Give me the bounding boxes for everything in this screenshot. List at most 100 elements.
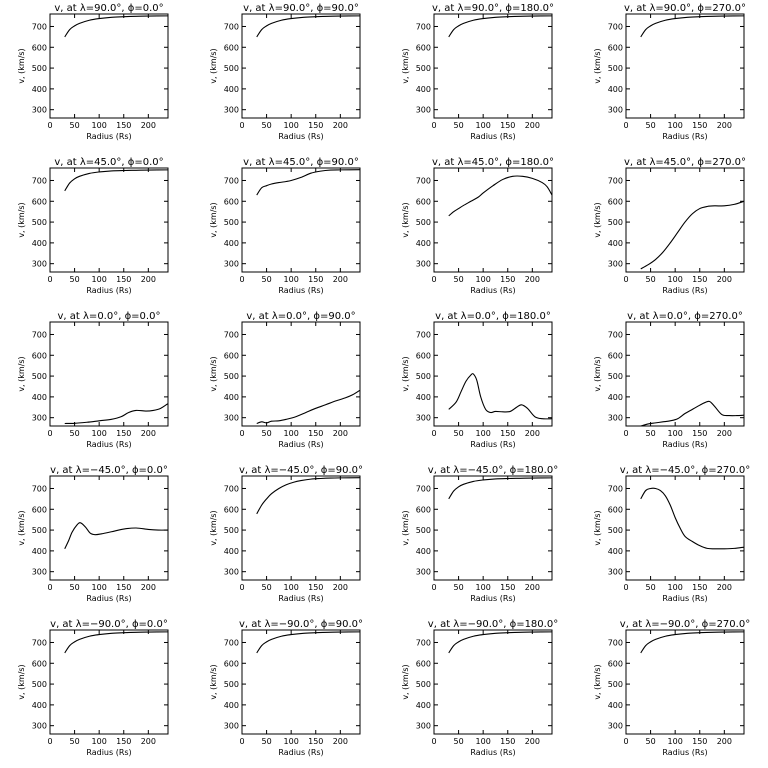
x-tick-label: 150 xyxy=(116,275,131,284)
x-tick-label: 200 xyxy=(333,737,348,746)
y-tick-label: 300 xyxy=(416,260,431,269)
chart-panel: v, at λ=90.0°, ϕ=0.0° 0 50 100 150 200 300 400 5… xyxy=(17,3,169,141)
x-tick-label: 100 xyxy=(476,429,491,438)
chart-panel: v, at λ=−90.0°, ϕ=0.0° 0 50 100 150 200 300 400… xyxy=(17,619,169,757)
y-tick-label: 600 xyxy=(32,197,47,206)
chart-title: v, at λ=−90.0°, ϕ=270.0° xyxy=(620,619,750,630)
chart-panel: v, at λ=−45.0°, ϕ=270.0° 0 50 100 150 200 300 4… xyxy=(593,465,750,603)
x-tick-label: 50 xyxy=(261,737,271,746)
plot-frame xyxy=(625,475,745,581)
series-line xyxy=(448,631,552,654)
x-axis-label: Radius (Rs) xyxy=(470,594,515,603)
y-tick-label: 500 xyxy=(32,64,47,73)
y-tick-label: 700 xyxy=(224,22,239,31)
chart-panel: v, at λ=0.0°, ϕ=90.0° 0 50 100 150 200 300 400 5… xyxy=(209,311,361,449)
chart-title: v, at λ=45.0°, ϕ=90.0° xyxy=(243,157,359,168)
plot-frame xyxy=(241,321,361,427)
y-tick-label: 300 xyxy=(608,106,623,115)
x-tick-label: 0 xyxy=(239,429,244,438)
x-axis-label: Radius (Rs) xyxy=(278,286,323,295)
y-tick-label: 700 xyxy=(224,176,239,185)
plot-frame xyxy=(433,13,553,119)
y-tick-label: 500 xyxy=(32,218,47,227)
x-tick-label: 200 xyxy=(333,275,348,284)
x-tick-label: 200 xyxy=(525,275,540,284)
x-tick-label: 150 xyxy=(116,737,131,746)
y-tick-label: 700 xyxy=(416,484,431,493)
x-axis-label: Radius (Rs) xyxy=(86,594,131,603)
chart-title: v, at λ=−45.0°, ϕ=270.0° xyxy=(620,465,750,476)
y-tick-label: 400 xyxy=(224,701,239,710)
plot-frame xyxy=(49,321,169,427)
x-axis-label: Radius (Rs) xyxy=(86,132,131,141)
x-tick-label: 0 xyxy=(431,737,436,746)
x-tick-label: 0 xyxy=(431,275,436,284)
y-axis-label: v, (km/s) xyxy=(209,202,218,237)
y-tick-label: 600 xyxy=(608,197,623,206)
x-tick-label: 100 xyxy=(92,429,107,438)
x-tick-label: 150 xyxy=(500,737,515,746)
x-tick-label: 200 xyxy=(717,429,732,438)
y-tick-label: 600 xyxy=(416,505,431,514)
y-tick-label: 700 xyxy=(224,638,239,647)
plot-frame xyxy=(49,475,169,581)
plot-frame xyxy=(625,167,745,273)
y-tick-label: 500 xyxy=(608,526,623,535)
y-tick-label: 300 xyxy=(32,260,47,269)
y-tick-label: 700 xyxy=(32,638,47,647)
series-line xyxy=(448,477,552,500)
y-tick-label: 700 xyxy=(32,176,47,185)
y-axis-label: v, (km/s) xyxy=(209,356,218,391)
x-tick-label: 100 xyxy=(92,121,107,130)
y-tick-label: 700 xyxy=(416,638,431,647)
chart-panel: v, at λ=0.0°, ϕ=270.0° 0 50 100 150 200 300 400… xyxy=(593,311,745,449)
y-axis-label: v, (km/s) xyxy=(593,48,602,83)
y-tick-label: 700 xyxy=(608,484,623,493)
x-tick-label: 100 xyxy=(284,737,299,746)
series-line xyxy=(64,15,168,38)
y-tick-label: 300 xyxy=(608,260,623,269)
x-tick-label: 0 xyxy=(431,429,436,438)
y-tick-label: 500 xyxy=(224,526,239,535)
x-tick-label: 100 xyxy=(476,583,491,592)
chart-title: v, at λ=0.0°, ϕ=180.0° xyxy=(435,311,551,322)
x-tick-label: 0 xyxy=(47,583,52,592)
plot-frame xyxy=(241,167,361,273)
y-tick-label: 400 xyxy=(608,393,623,402)
chart-panel: v, at λ=45.0°, ϕ=90.0° 0 50 100 150 200 300 400… xyxy=(209,157,361,295)
x-tick-label: 200 xyxy=(141,583,156,592)
plot-frame xyxy=(433,167,553,273)
x-tick-label: 0 xyxy=(623,275,628,284)
x-tick-label: 150 xyxy=(692,275,707,284)
y-tick-label: 300 xyxy=(224,722,239,731)
chart-panel: v, at λ=45.0°, ϕ=0.0° 0 50 100 150 200 300 400 5… xyxy=(17,157,169,295)
chart-panel: v, at λ=90.0°, ϕ=270.0° 0 50 100 150 200 300 40… xyxy=(593,3,746,141)
x-tick-label: 50 xyxy=(453,429,463,438)
plot-frame xyxy=(241,13,361,119)
series-line xyxy=(64,403,168,425)
chart-title: v, at λ=−90.0°, ϕ=90.0° xyxy=(239,619,363,630)
y-tick-label: 600 xyxy=(32,659,47,668)
x-tick-label: 200 xyxy=(525,121,540,130)
x-tick-label: 0 xyxy=(239,737,244,746)
x-tick-label: 0 xyxy=(239,275,244,284)
series-line xyxy=(448,373,552,420)
y-axis-label: v, (km/s) xyxy=(17,202,26,237)
y-tick-label: 400 xyxy=(224,393,239,402)
chart-title: v, at λ=0.0°, ϕ=270.0° xyxy=(627,311,743,322)
y-tick-label: 400 xyxy=(32,239,47,248)
y-tick-label: 700 xyxy=(608,330,623,339)
x-tick-label: 150 xyxy=(308,275,323,284)
y-tick-label: 300 xyxy=(224,414,239,423)
y-tick-label: 700 xyxy=(224,484,239,493)
x-tick-label: 100 xyxy=(284,583,299,592)
x-tick-label: 150 xyxy=(308,121,323,130)
chart-title: v, at λ=0.0°, ϕ=0.0° xyxy=(58,311,161,322)
x-axis-label: Radius (Rs) xyxy=(278,440,323,449)
series-line xyxy=(256,477,360,515)
chart-title: v, at λ=−45.0°, ϕ=90.0° xyxy=(239,465,363,476)
chart-panel: v, at λ=−45.0°, ϕ=0.0° 0 50 100 150 200 300 400… xyxy=(17,465,169,603)
x-tick-label: 0 xyxy=(47,275,52,284)
x-axis-label: Radius (Rs) xyxy=(662,748,707,757)
x-axis-label: Radius (Rs) xyxy=(662,286,707,295)
